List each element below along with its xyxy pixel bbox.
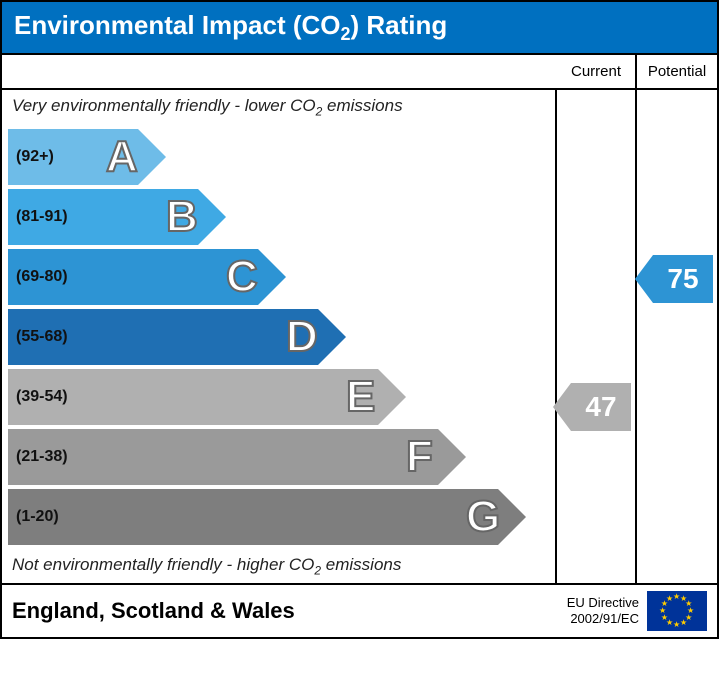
rating-chart: Environmental Impact (CO2) Rating Curren…	[0, 0, 719, 639]
band-bar	[8, 429, 438, 485]
band-range-label: (55-68)	[16, 328, 68, 346]
band-range-label: (1-20)	[16, 508, 59, 526]
header-potential: Potential	[637, 55, 717, 90]
band-bar	[8, 489, 498, 545]
band-letter: A	[106, 132, 138, 182]
chevron-left-icon	[553, 383, 571, 431]
band-letter: C	[226, 252, 258, 302]
title-prefix: Environmental Impact (CO	[14, 10, 341, 40]
band-row-a: (92+) A	[8, 129, 555, 185]
star-icon: ★	[680, 618, 687, 628]
eu-flag-icon: ★★★★★★★★★★★★	[647, 591, 707, 631]
bands-list: (92+) A (81-91) B (69-80) C (55-68) D (39-54) E (2…	[2, 129, 555, 545]
chart-grid: Current Potential Very environmentally f…	[2, 53, 717, 585]
chevron-right-icon	[438, 429, 466, 485]
header-spacer	[2, 55, 557, 90]
band-range-label: (39-54)	[16, 388, 68, 406]
bands-column: Very environmentally friendly - lower CO…	[2, 90, 557, 583]
chevron-right-icon	[138, 129, 166, 185]
footer: England, Scotland & Wales EU Directive 2…	[2, 585, 717, 637]
chevron-right-icon	[198, 189, 226, 245]
current-value-tag: 47	[571, 383, 631, 431]
band-row-e: (39-54) E	[8, 369, 555, 425]
band-row-c: (69-80) C	[8, 249, 555, 305]
chevron-right-icon	[378, 369, 406, 425]
band-range-label: (81-91)	[16, 208, 68, 226]
footer-region: England, Scotland & Wales	[12, 598, 295, 624]
band-letter: B	[166, 192, 198, 242]
potential-value-tag: 75	[653, 255, 713, 303]
band-range-label: (69-80)	[16, 268, 68, 286]
header-current: Current	[557, 55, 637, 90]
band-letter: D	[286, 312, 318, 362]
current-column: 47	[557, 90, 637, 583]
title-sub: 2	[341, 24, 351, 44]
star-icon: ★	[673, 620, 680, 630]
band-row-b: (81-91) B	[8, 189, 555, 245]
chevron-right-icon	[318, 309, 346, 365]
band-range-label: (92+)	[16, 148, 54, 166]
footer-directive: EU Directive 2002/91/EC ★★★★★★★★★★★★	[567, 591, 707, 631]
title-suffix: ) Rating	[351, 10, 448, 40]
band-letter: E	[346, 372, 375, 422]
desc-top: Very environmentally friendly - lower CO…	[2, 90, 555, 124]
band-row-d: (55-68) D	[8, 309, 555, 365]
desc-bottom: Not environmentally friendly - higher CO…	[2, 549, 555, 583]
potential-column: 75	[637, 90, 717, 583]
chart-title: Environmental Impact (CO2) Rating	[2, 2, 717, 53]
band-letter: G	[466, 492, 500, 542]
band-row-f: (21-38) F	[8, 429, 555, 485]
directive-text: EU Directive 2002/91/EC	[567, 595, 639, 626]
chevron-right-icon	[498, 489, 526, 545]
band-range-label: (21-38)	[16, 448, 68, 466]
band-row-g: (1-20) G	[8, 489, 555, 545]
chevron-right-icon	[258, 249, 286, 305]
star-icon: ★	[666, 594, 673, 604]
band-letter: F	[406, 432, 433, 482]
chevron-left-icon	[635, 255, 653, 303]
